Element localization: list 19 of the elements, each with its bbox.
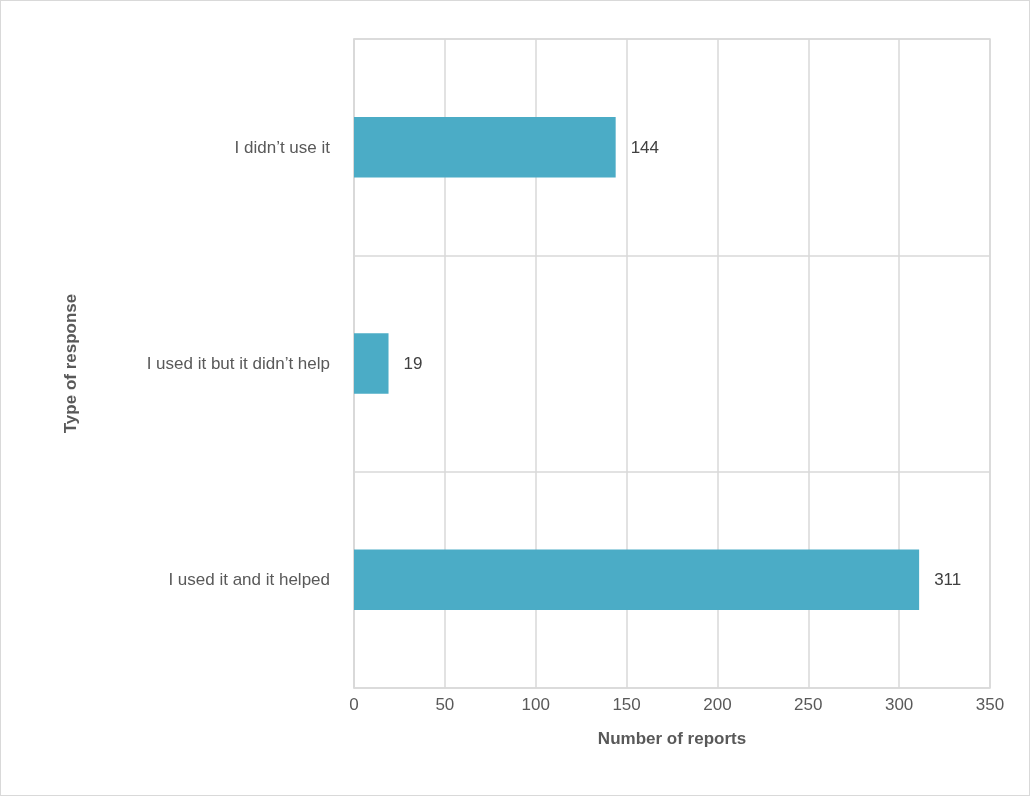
x-tick-label: 200 [703,695,732,714]
x-tick-label: 300 [884,695,914,714]
data-label: 19 [403,354,423,373]
y-tick-label: I used it and it helped [168,570,330,590]
y-tick-label: I didn’t use it [234,137,331,157]
bar [354,549,920,611]
x-axis-title: Number of reports [597,729,747,748]
y-axis-title: Type of response [61,293,80,434]
x-tick-label: 100 [521,695,550,714]
x-tick-label: 350 [975,695,1005,714]
x-tick-label: 150 [612,695,641,714]
x-tick-label: 0 [349,695,359,714]
data-label: 144 [630,137,660,157]
bar [354,333,389,394]
y-tick-label: I used it but it didn’t help [146,354,330,373]
x-tick-label: 250 [794,695,823,714]
data-label: 311 [934,570,962,590]
x-tick-label: 50 [435,695,455,714]
bar [354,116,616,178]
